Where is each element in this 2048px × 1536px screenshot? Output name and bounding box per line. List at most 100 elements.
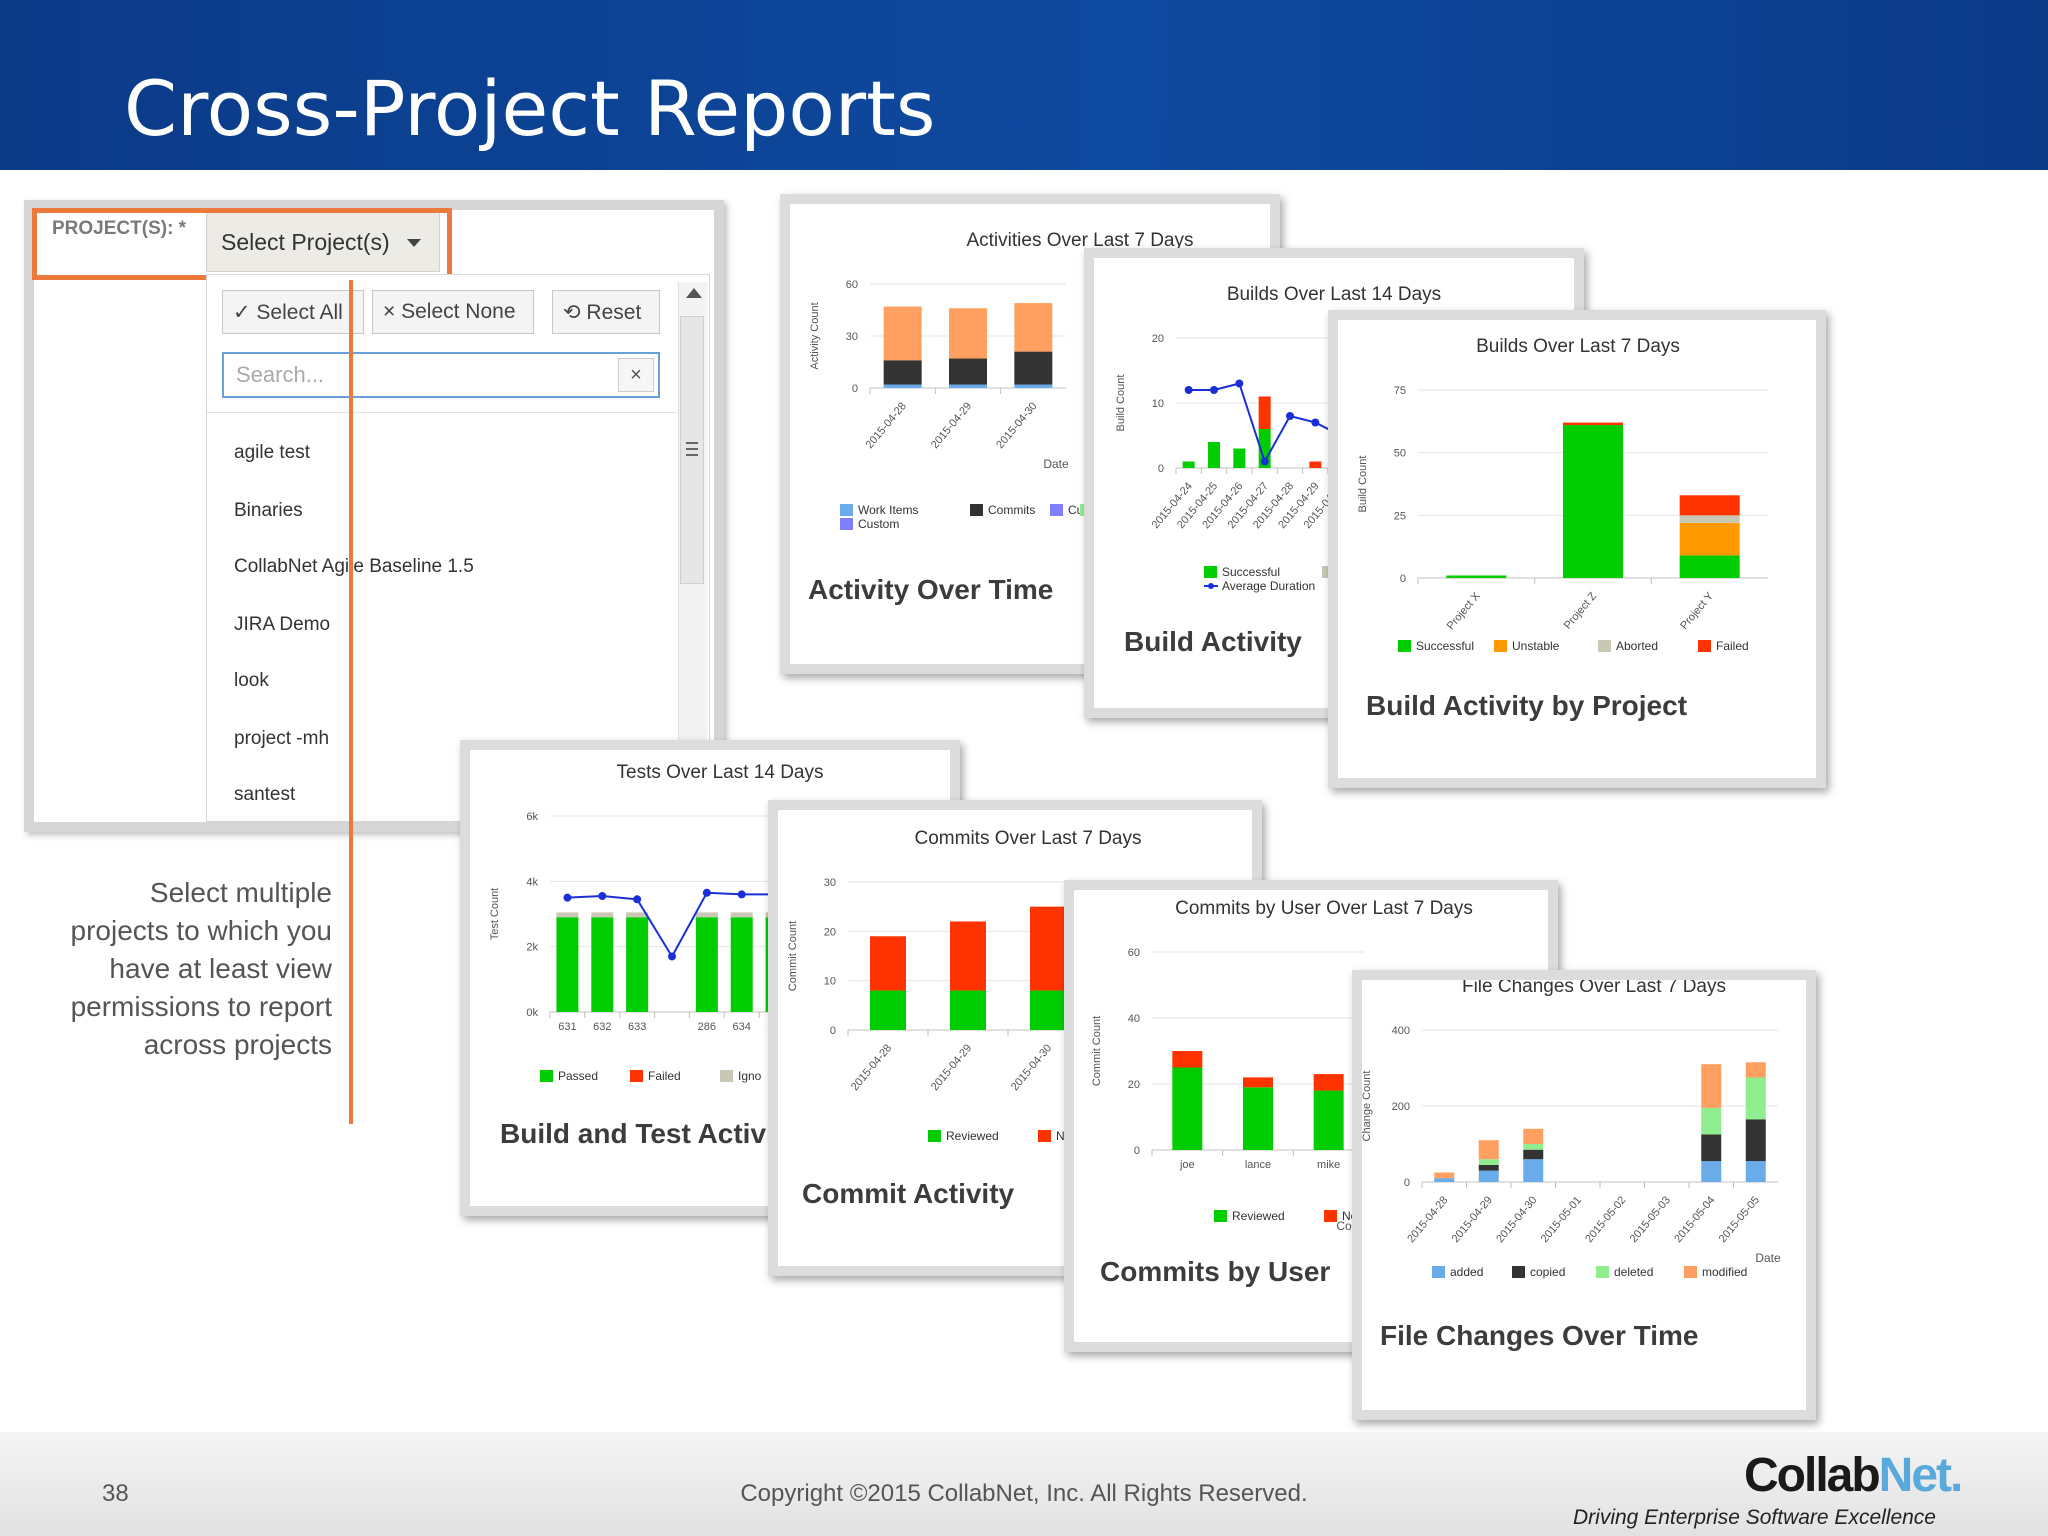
project-item-look[interactable]: look [234,670,269,691]
bar-Igno [695,912,718,918]
y-axis-label: Build Count [1115,375,1127,432]
slide-footer [0,1432,2048,1536]
bar-deleted [1701,1107,1722,1135]
legend-swatch [970,504,983,516]
chart-file_changes: File Changes Over Last 7 Days Change Coun… [1362,980,1781,1279]
x-tick-label: 2015-05-04 [1672,1194,1717,1245]
select-all-button[interactable]: ✓ Select All [222,290,364,334]
y-tick-label: 0 [1404,1177,1410,1189]
bar-added [1523,1159,1544,1182]
bar-added [1701,1161,1722,1182]
scrollbar-thumb[interactable] [680,316,704,584]
card-title: Activity Over Time [808,574,1054,605]
project-item-santest[interactable]: santest [234,784,296,805]
bar-Igno [730,912,753,918]
chart-builds7: Builds Over Last 7 Days Build Count 0 25 50 7… [1357,336,1768,653]
select-projects-dropdown[interactable]: Select Project(s) [206,212,440,272]
legend-swatch [630,1070,643,1082]
y-tick-label: 6k [526,811,538,823]
project-item-jira-demo[interactable]: JIRA Demo [234,614,331,635]
reset-button[interactable]: ⟲ Reset [552,290,660,334]
y-tick-label: 400 [1392,1025,1410,1037]
bar-series [883,306,922,361]
x-tick-label: Project Z [1562,590,1600,632]
projects-label: PROJECT(S): * [52,218,187,239]
card-title: Build Activity by Project [1366,690,1688,721]
x-tick-label: 2015-05-03 [1628,1194,1673,1245]
chart-tests14: Tests Over Last 14 Days Test Count 0k 2k 4k 6… [489,762,824,1095]
legend-swatch [720,1070,733,1082]
x-tick-label: Project X [1445,590,1483,632]
project-item-agile-test[interactable]: agile test [234,442,311,463]
line-point [1260,457,1269,466]
x-tick-label: 634 [733,1021,751,1033]
x-tick-label: 2015-04-29 [1450,1194,1495,1245]
bar-Reviewed [1172,1067,1203,1150]
y-tick-label: 10 [1152,398,1164,410]
bar-Work Items [1014,384,1053,388]
scroll-grip-icon [686,448,698,450]
chart-title: Commits Over Last 7 Days [915,828,1142,849]
legend-label: Custom [858,517,899,531]
line-point [1311,418,1320,427]
bar-Passed [695,917,718,1012]
project-item-collabnet-agile[interactable]: CollabNet Agile Baseline 1.5 [234,556,474,577]
slide-title: Cross-Project Reports [124,64,936,153]
bar-Successful [1208,442,1220,468]
legend-label: Work Items [858,503,918,517]
bar-No [1313,1074,1344,1091]
x-axis-label: Date [1043,457,1069,471]
legend-label: Reviewed [1232,1209,1285,1223]
legend-swatch [1038,1130,1051,1142]
bar-Passed [591,917,614,1012]
file-changes-over-time-card[interactable]: File Changes Over Last 7 Days Change Coun… [1352,970,1816,1420]
y-tick-label: 60 [1128,947,1140,959]
bar-No [1172,1051,1203,1068]
legend-label: Aborted [1616,639,1658,653]
build-activity-by-project-card[interactable]: Builds Over Last 7 Days Build Count 0 25 50 7… [1328,310,1826,788]
y-tick-label: 30 [824,877,836,889]
card-title: File Changes Over Time [1380,1320,1699,1351]
bar-Commits [949,358,987,385]
bar-Failed [1679,495,1740,516]
chart-title: Tests Over Last 14 Days [617,762,824,783]
bar-modified [1478,1140,1499,1160]
legend-label: deleted [1614,1265,1653,1279]
project-item-project-mh[interactable]: project -mh [234,728,330,749]
chart-commits7: Commits Over Last 7 Days Commit Count 0 10 2… [787,828,1142,1143]
bar-Unstable [1679,522,1740,556]
select-none-button[interactable]: × Select None [372,290,534,334]
card-title: Commit Activity [802,1178,1015,1209]
bar-modified [1434,1172,1455,1179]
scroll-up-icon[interactable] [686,288,702,298]
callout-note: Select multiple projects to which you ha… [70,877,332,1060]
bar-deleted [1523,1144,1544,1150]
x-tick-label: joe [1179,1159,1195,1171]
chart-title: File Changes Over Last 7 Days [1462,980,1726,997]
selector-highlight [32,208,452,280]
project-item-binaries[interactable]: Binaries [234,500,303,521]
y-tick-label: 0 [1158,463,1164,475]
x-tick-label: 2015-04-29 [929,1042,974,1093]
y-tick-label: 0 [1400,573,1406,585]
y-axis-label: Change Count [1362,1071,1373,1142]
y-tick-label: 75 [1394,385,1406,397]
bar-Reviewed [950,990,986,1030]
y-tick-label: 0k [526,1007,538,1019]
card-title: Build Activity [1124,626,1302,657]
y-tick-label: 200 [1392,1101,1410,1113]
y-axis-label: Build Count [1357,456,1369,513]
bar-deleted [1478,1159,1499,1165]
clear-search-button[interactable]: × [618,358,654,392]
bar-Successful [1446,575,1507,578]
x-tick-label: Project Y [1678,590,1716,632]
bar-series [1309,461,1322,468]
legend-label: Successful [1222,565,1280,579]
y-tick-label: 0 [830,1025,836,1037]
bar-Reviewed [1243,1087,1273,1150]
y-tick-label: 30 [846,331,858,343]
legend-label: copied [1530,1265,1565,1279]
legend-swatch [1050,504,1063,516]
project-search-input[interactable]: Search... × [222,352,660,398]
legend-swatch [1494,640,1507,652]
